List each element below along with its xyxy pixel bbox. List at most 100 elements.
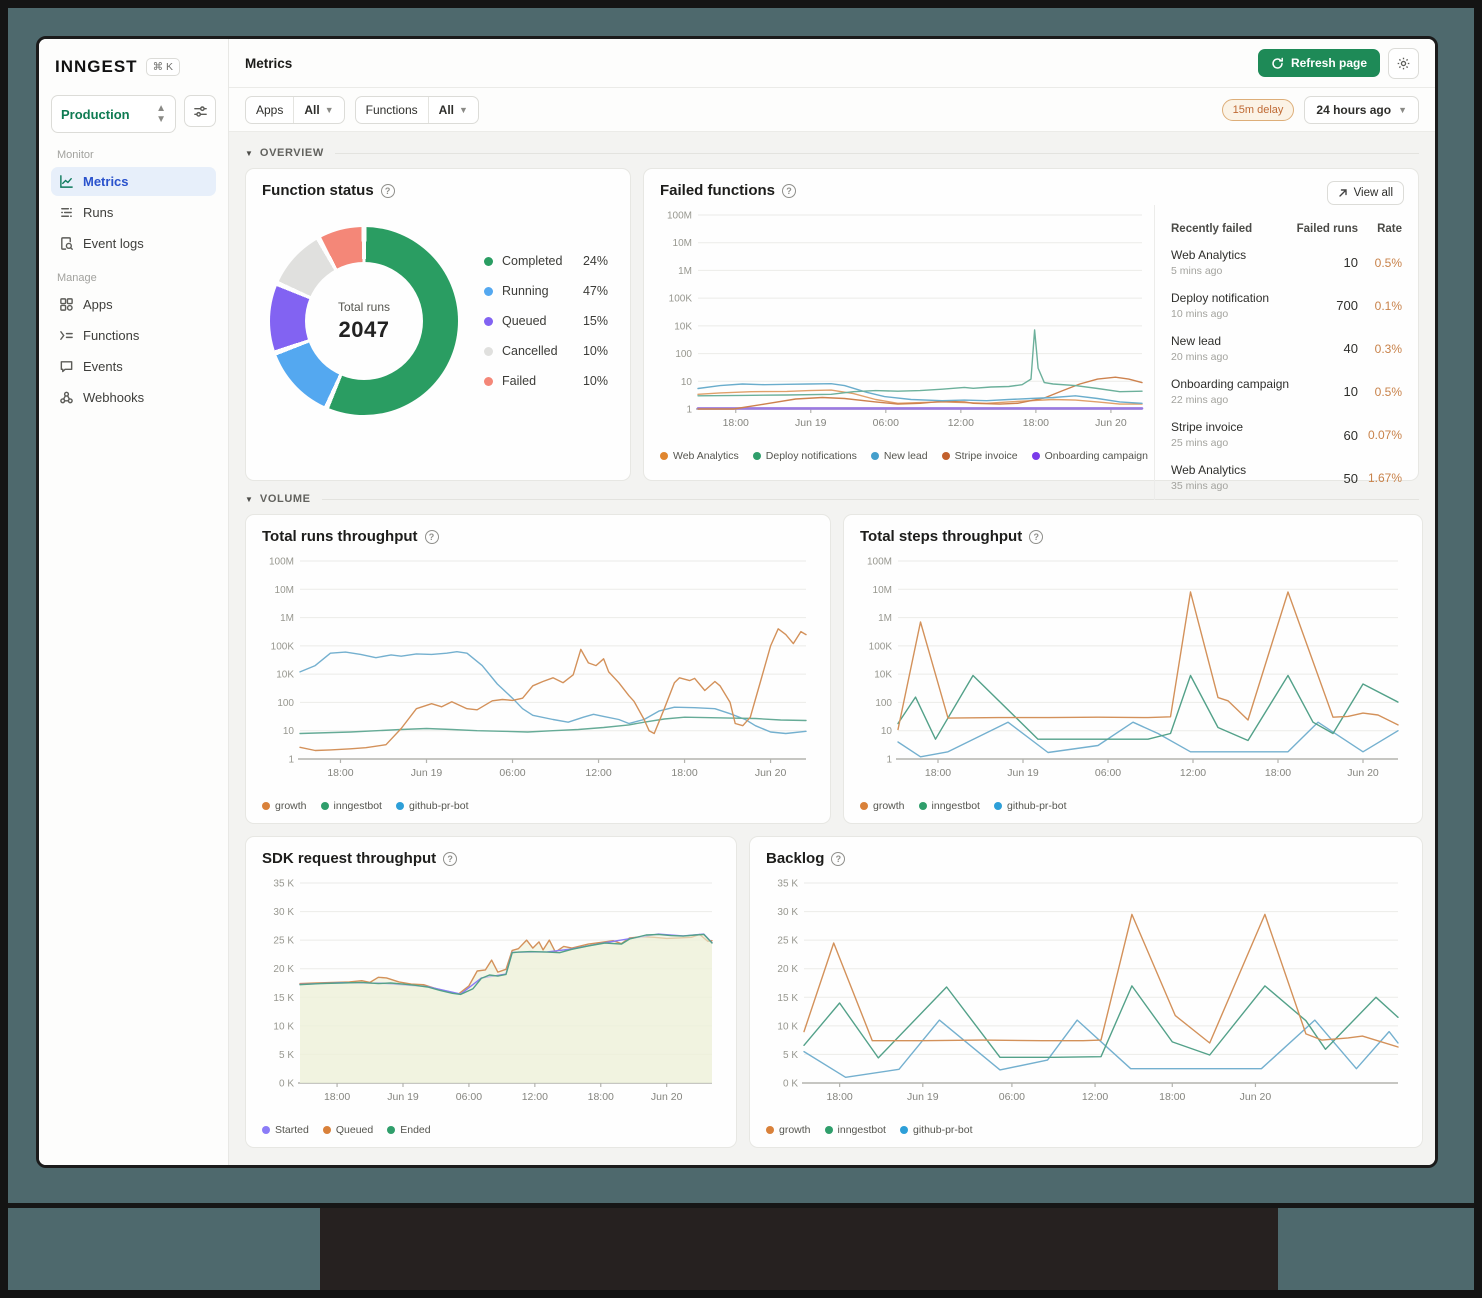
sidebar-item-apps[interactable]: Apps <box>51 290 216 319</box>
help-icon[interactable]: ? <box>424 529 439 544</box>
failed-function-row[interactable]: Web Analytics 5 mins ago 10 0.5% <box>1171 247 1402 277</box>
command-k-shortcut[interactable]: ⌘ K <box>145 58 180 76</box>
events-icon <box>59 359 74 374</box>
functions-filter[interactable]: Functions All ▼ <box>354 95 479 124</box>
svg-text:10: 10 <box>681 377 693 388</box>
legend-item: github-pr-bot <box>395 800 469 812</box>
failed-function-row[interactable]: Stripe invoice 25 mins ago 60 0.07% <box>1171 420 1402 449</box>
legend-item: Deploy notifications <box>752 450 857 462</box>
environment-select[interactable]: Production ▲ ▼ <box>51 95 176 133</box>
svg-text:0 K: 0 K <box>279 1079 294 1090</box>
time-range-select[interactable]: 24 hours ago ▼ <box>1304 95 1419 124</box>
svg-text:10: 10 <box>881 726 893 737</box>
svg-text:5 K: 5 K <box>783 1050 798 1061</box>
sidebar-item-webhooks[interactable]: Webhooks <box>51 383 216 412</box>
card-title: Failed functions <box>660 182 776 199</box>
failed-functions-card: Failed functions ? View all 100M 10M 1M 100… <box>643 168 1419 500</box>
svg-text:Jun 20: Jun 20 <box>1347 767 1379 779</box>
total-steps-throughput-card: Total steps throughput ? 100M 10M 1M 100K 10… <box>843 514 1423 824</box>
failed-function-row[interactable]: Deploy notification 10 mins ago 700 0.1% <box>1171 290 1402 320</box>
refresh-page-button[interactable]: Refresh page <box>1257 49 1380 77</box>
apps-filter[interactable]: Apps All ▼ <box>245 95 345 124</box>
function-status-donut-chart: Total runs 2047 <box>270 227 458 415</box>
status-legend-item: Cancelled 10% <box>484 344 608 358</box>
svg-text:Jun 20: Jun 20 <box>651 1091 683 1103</box>
refresh-icon <box>1272 57 1283 69</box>
svg-text:10M: 10M <box>873 585 892 596</box>
svg-text:Jun 19: Jun 19 <box>907 1091 939 1103</box>
legend-item: inngestbot <box>824 1124 886 1136</box>
sidebar-section-label: Monitor <box>57 149 94 161</box>
svg-text:Jun 20: Jun 20 <box>1240 1091 1272 1103</box>
svg-text:18:00: 18:00 <box>1265 767 1291 779</box>
apps-icon <box>59 297 74 312</box>
svg-text:Jun 20: Jun 20 <box>1095 417 1127 429</box>
svg-text:Jun 20: Jun 20 <box>755 767 787 779</box>
env-filter-button[interactable] <box>184 95 216 127</box>
failed-function-row[interactable]: Onboarding campaign 22 mins ago 10 0.5% <box>1171 376 1402 406</box>
legend-item: github-pr-bot <box>899 1124 973 1136</box>
svg-text:100K: 100K <box>869 641 893 652</box>
chevron-down-icon: ▼ <box>459 104 468 115</box>
failed-function-row[interactable]: Web Analytics 35 mins ago 50 1.67% <box>1171 463 1402 493</box>
svg-text:18:00: 18:00 <box>324 1091 350 1103</box>
card-title: Backlog <box>766 850 825 867</box>
card-title: SDK request throughput <box>262 850 437 867</box>
sidebar-item-functions[interactable]: Functions <box>51 321 216 350</box>
status-legend-item: Completed 24% <box>484 254 608 268</box>
svg-text:100K: 100K <box>271 641 295 652</box>
settings-button[interactable] <box>1388 47 1419 79</box>
svg-text:10M: 10M <box>673 238 692 249</box>
status-legend-item: Queued 15% <box>484 314 608 328</box>
svg-text:100: 100 <box>277 698 294 709</box>
gear-icon <box>1397 57 1410 69</box>
svg-text:18:00: 18:00 <box>1023 417 1049 429</box>
help-icon[interactable]: ? <box>782 183 797 198</box>
svg-text:100: 100 <box>875 698 892 709</box>
inngest-logo: INNGEST <box>55 57 138 76</box>
sidebar-item-events[interactable]: Events <box>51 352 216 381</box>
view-all-button[interactable]: View all <box>1326 181 1404 205</box>
help-icon[interactable]: ? <box>1029 529 1044 544</box>
failed-function-row[interactable]: New lead 20 mins ago 40 0.3% <box>1171 333 1402 363</box>
page-title: Metrics <box>245 55 293 71</box>
overview-section-toggle[interactable]: ▼ OVERVIEW <box>245 147 1419 159</box>
sidebar: INNGEST ⌘ K Production ▲ ▼ Monitor Metrics… <box>39 39 229 1165</box>
help-icon[interactable]: ? <box>831 851 846 866</box>
sidebar-item-event-logs[interactable]: Event logs <box>51 229 216 258</box>
sidebar-item-metrics[interactable]: Metrics <box>51 167 216 196</box>
svg-text:18:00: 18:00 <box>327 767 353 779</box>
page-header: Metrics Refresh page <box>229 39 1435 88</box>
bottom-black-panel <box>320 1208 1278 1290</box>
dashboard-content: ▼ OVERVIEW Function status ? <box>229 132 1435 1165</box>
sidebar-section-label: Manage <box>57 272 97 284</box>
legend-item: Queued <box>322 1124 373 1136</box>
legend-item: New lead <box>870 450 928 462</box>
svg-text:100M: 100M <box>269 557 294 568</box>
failed-functions-chart: 100M 10M 1M 100K 10K 100 10 1 18:00 Jun 19 06:00 12… <box>660 205 1150 500</box>
svg-text:12:00: 12:00 <box>1082 1091 1108 1103</box>
svg-text:5 K: 5 K <box>279 1050 294 1061</box>
filter-bar: Apps All ▼ Functions All ▼ 15m delay 24 ho… <box>229 88 1435 132</box>
help-icon[interactable]: ? <box>380 183 395 198</box>
card-title: Total runs throughput <box>262 528 418 545</box>
help-icon[interactable]: ? <box>443 851 458 866</box>
desk-divider-line <box>8 1203 1474 1208</box>
environment-label: Production <box>61 106 130 122</box>
sdk-request-throughput-card: SDK request throughput ? 35 K 30 K 25 K 20 … <box>245 836 737 1148</box>
svg-text:06:00: 06:00 <box>499 767 525 779</box>
sidebar-item-runs[interactable]: Runs <box>51 198 216 227</box>
legend-item: Ended <box>387 1124 431 1136</box>
chevron-down-icon: ▼ <box>1398 104 1407 115</box>
svg-text:10K: 10K <box>276 670 294 681</box>
svg-text:18:00: 18:00 <box>588 1091 614 1103</box>
function-status-card: Function status ? Total runs 2047 Comple… <box>245 168 631 481</box>
functions-icon <box>59 328 74 343</box>
legend-item: Web Analytics <box>660 450 739 462</box>
event-logs-icon <box>59 236 74 251</box>
legend-item: growth <box>262 800 307 812</box>
volume-section-toggle[interactable]: ▼ VOLUME <box>245 493 1419 505</box>
sliders-icon <box>193 105 207 117</box>
svg-text:10 K: 10 K <box>273 1021 294 1032</box>
